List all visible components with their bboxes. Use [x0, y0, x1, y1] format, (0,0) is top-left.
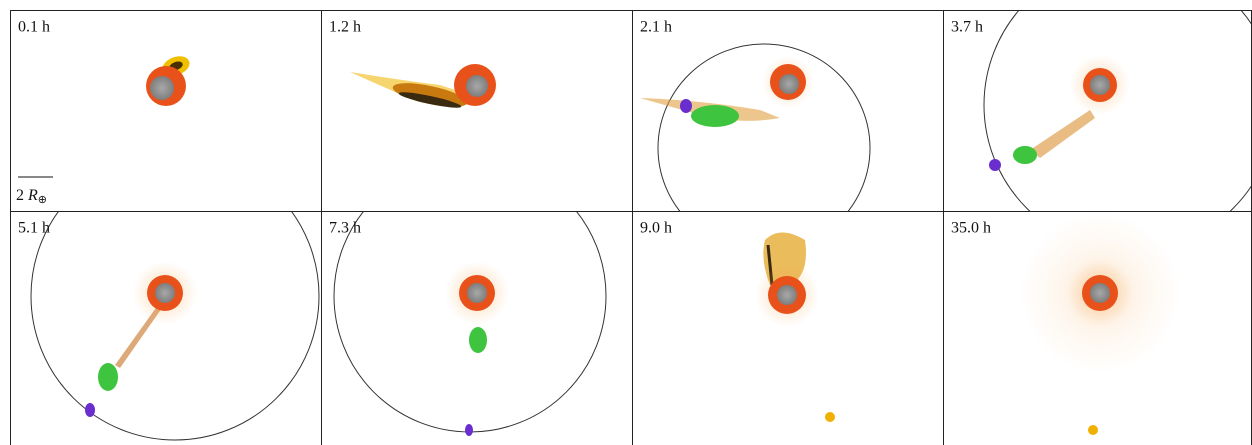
scale-number: 2: [16, 187, 24, 204]
time-label: 5.1 h: [18, 220, 50, 237]
panel: [640, 44, 870, 252]
time-label: 7.3 h: [329, 220, 361, 237]
time-label: 1.2 h: [329, 19, 361, 36]
time-label: 35.0 h: [951, 220, 991, 237]
time-label: 9.0 h: [640, 220, 672, 237]
panel: [31, 152, 319, 440]
time-label: 3.7 h: [951, 19, 983, 36]
panel: [755, 233, 835, 423]
panel: [350, 64, 499, 112]
scale-label: 2 R⊕: [16, 187, 47, 206]
figure: 0.1 h 1.2 h 2.1 h 3.7 h 5.1 h 7.3 h 9.0 …: [0, 0, 1252, 445]
time-label: 2.1 h: [640, 19, 672, 36]
panel: [334, 160, 606, 436]
panel: [984, 0, 1252, 251]
time-label: 0.1 h: [18, 19, 50, 36]
scale-subscript: ⊕: [38, 194, 47, 206]
scale-unit: R: [27, 187, 38, 204]
panel: [1020, 213, 1180, 435]
panel: [18, 53, 192, 177]
